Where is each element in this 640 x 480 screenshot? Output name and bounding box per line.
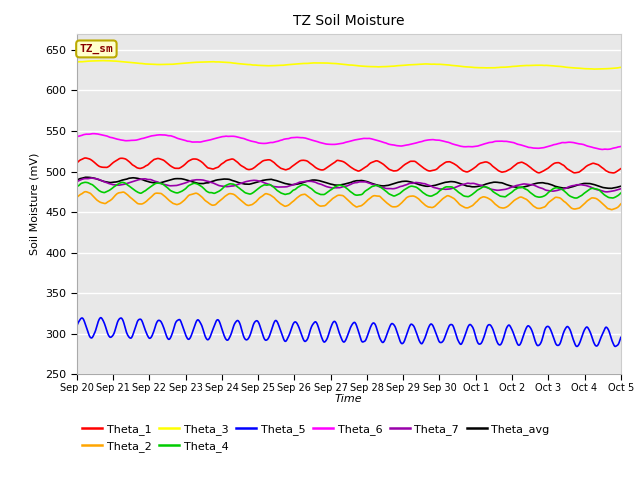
Legend: Theta_1, Theta_2, Theta_3, Theta_4, Theta_5, Theta_6, Theta_7, Theta_avg: Theta_1, Theta_2, Theta_3, Theta_4, Thet… (83, 424, 550, 452)
Y-axis label: Soil Moisture (mV): Soil Moisture (mV) (29, 153, 40, 255)
Text: TZ_sm: TZ_sm (79, 44, 113, 54)
Title: TZ Soil Moisture: TZ Soil Moisture (293, 14, 404, 28)
X-axis label: Time: Time (335, 394, 363, 404)
